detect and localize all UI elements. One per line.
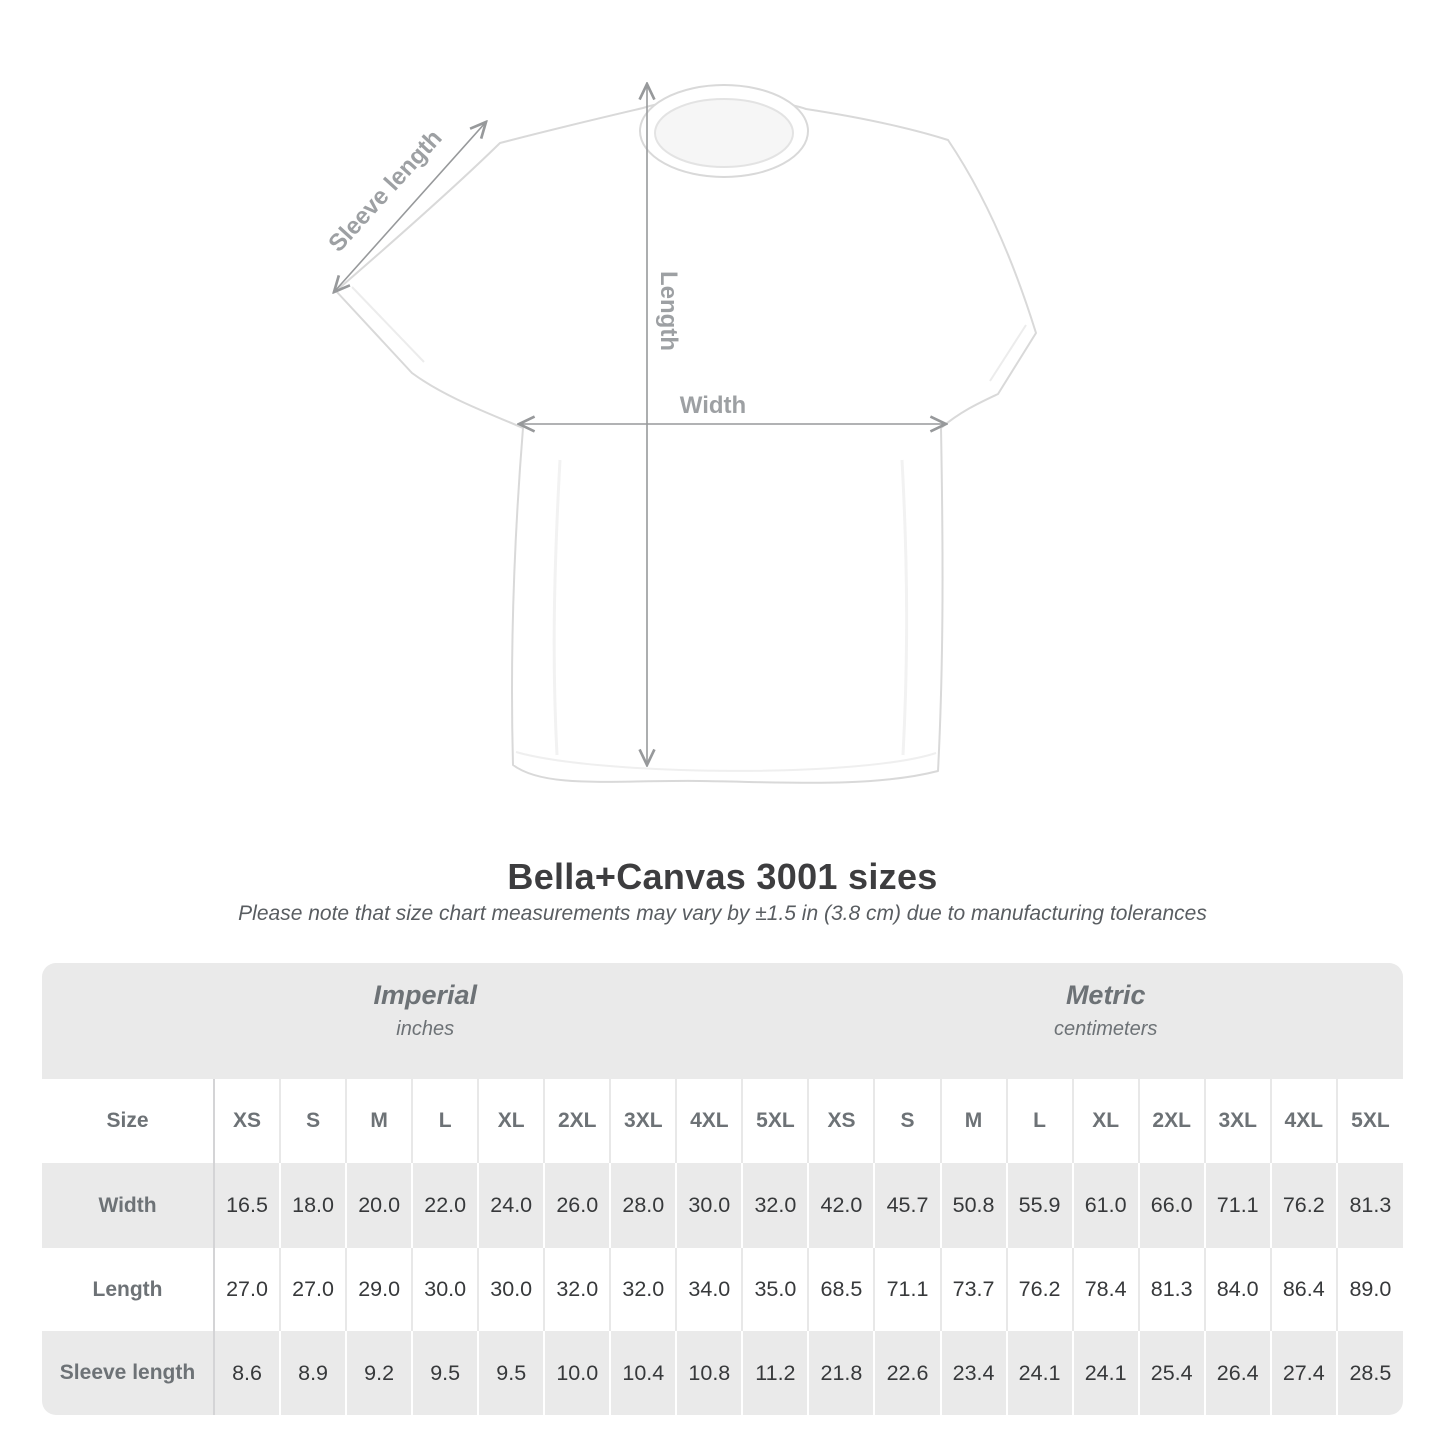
value-cell-imperial: 20.0 [345, 1163, 413, 1248]
unit-section-metric: Metric centimeters [808, 963, 1403, 1079]
tshirt-illustration [335, 84, 1037, 784]
tshirt-measurement-diagram: Sleeve length Length Width [323, 0, 1037, 784]
value-cell-metric: 23.4 [939, 1331, 1007, 1415]
value-cell-imperial: 10.0 [543, 1331, 611, 1415]
unit-subtitle: centimeters [1054, 1018, 1158, 1041]
value-cell-metric: 81.3 [1335, 1163, 1403, 1248]
value-cell-imperial: 30.0 [675, 1163, 743, 1248]
value-cell-imperial: 26.0 [543, 1163, 611, 1248]
width-label: Width [680, 392, 746, 419]
row-label: Width [42, 1163, 214, 1248]
value-cell-metric: 25.4 [1137, 1331, 1205, 1415]
size-header-imperial-2xl: 2XL [543, 1079, 611, 1163]
size-header-imperial-s: S [279, 1079, 347, 1163]
tolerance-note: Please note that size chart measurements… [238, 902, 1207, 925]
value-cell-imperial: 9.5 [411, 1331, 479, 1415]
value-cell-imperial: 9.2 [345, 1331, 413, 1415]
value-cell-imperial: 28.0 [609, 1163, 677, 1248]
row-label: Sleeve length [42, 1331, 214, 1415]
value-cell-imperial: 27.0 [212, 1248, 281, 1331]
size-header-imperial-5xl: 5XL [741, 1079, 809, 1163]
value-cell-metric: 27.4 [1269, 1331, 1337, 1415]
row-label: Length [42, 1248, 214, 1331]
size-header-metric-s: S [873, 1079, 941, 1163]
value-cell-imperial: 32.0 [741, 1163, 809, 1248]
value-cell-metric: 66.0 [1137, 1163, 1205, 1248]
unit-subtitle: inches [396, 1018, 455, 1041]
value-cell-imperial: 18.0 [279, 1163, 347, 1248]
value-cell-metric: 50.8 [939, 1163, 1007, 1248]
value-cell-metric: 89.0 [1335, 1248, 1403, 1331]
page-title: Bella+Canvas 3001 sizes [507, 856, 938, 897]
size-header-imperial-4xl: 4XL [675, 1079, 743, 1163]
value-cell-metric: 76.2 [1005, 1248, 1073, 1331]
size-header-metric-l: L [1005, 1079, 1073, 1163]
value-cell-imperial: 8.6 [212, 1331, 281, 1415]
unit-section-imperial: Imperial inches [42, 963, 809, 1079]
value-cell-metric: 26.4 [1203, 1331, 1271, 1415]
value-cell-metric: 76.2 [1269, 1163, 1337, 1248]
value-cell-imperial: 11.2 [741, 1331, 809, 1415]
value-cell-imperial: 16.5 [212, 1163, 281, 1248]
length-label: Length [655, 271, 682, 351]
value-cell-metric: 78.4 [1071, 1248, 1139, 1331]
size-header-imperial-xs: XS [212, 1079, 281, 1163]
size-header-metric-xs: XS [807, 1079, 875, 1163]
collar [639, 84, 809, 178]
value-cell-imperial: 30.0 [477, 1248, 545, 1331]
value-cell-imperial: 34.0 [675, 1248, 743, 1331]
value-cell-imperial: 29.0 [345, 1248, 413, 1331]
value-cell-metric: 68.5 [807, 1248, 875, 1331]
value-cell-imperial: 24.0 [477, 1163, 545, 1248]
value-cell-metric: 71.1 [873, 1248, 941, 1331]
value-cell-metric: 61.0 [1071, 1163, 1139, 1248]
value-cell-metric: 22.6 [873, 1331, 941, 1415]
value-cell-metric: 84.0 [1203, 1248, 1271, 1331]
value-cell-imperial: 10.8 [675, 1331, 743, 1415]
value-cell-metric: 42.0 [807, 1163, 875, 1248]
size-header-imperial-m: M [345, 1079, 413, 1163]
size-table-container: Imperial inches Metric centimeters Size XS S M L… [42, 963, 1403, 1415]
value-cell-imperial: 22.0 [411, 1163, 479, 1248]
size-header-metric-m: M [939, 1079, 1007, 1163]
value-cell-metric: 86.4 [1269, 1248, 1337, 1331]
value-cell-metric: 73.7 [939, 1248, 1007, 1331]
value-cell-metric: 24.1 [1071, 1331, 1139, 1415]
value-cell-metric: 21.8 [807, 1331, 875, 1415]
size-header-imperial-3xl: 3XL [609, 1079, 677, 1163]
unit-title: Imperial [373, 980, 477, 1010]
value-cell-metric: 55.9 [1005, 1163, 1073, 1248]
size-header-metric-5xl: 5XL [1335, 1079, 1403, 1163]
table-row-length: Length 27.0 27.0 29.0 30.0 30.0 32.0 32.0 34.0 35… [42, 1248, 1403, 1331]
value-cell-metric: 71.1 [1203, 1163, 1271, 1248]
value-cell-imperial: 32.0 [543, 1248, 611, 1331]
sleeve-length-arrow [334, 122, 486, 292]
measurement-arrows [334, 84, 946, 765]
table-row-width: Width 16.5 18.0 20.0 22.0 24.0 26.0 28.0 30.0 32.… [42, 1163, 1403, 1248]
size-column-label: Size [42, 1079, 214, 1163]
value-cell-imperial: 9.5 [477, 1331, 545, 1415]
value-cell-metric: 81.3 [1137, 1248, 1205, 1331]
value-cell-metric: 24.1 [1005, 1331, 1073, 1415]
value-cell-imperial: 32.0 [609, 1248, 677, 1331]
value-cell-imperial: 8.9 [279, 1331, 347, 1415]
table-row-sleeve-length: Sleeve length 8.6 8.9 9.2 9.5 9.5 10.0 10.4 10.8… [42, 1331, 1403, 1415]
size-header-metric-xl: XL [1071, 1079, 1139, 1163]
size-header-metric-3xl: 3XL [1203, 1079, 1271, 1163]
value-cell-imperial: 30.0 [411, 1248, 479, 1331]
value-cell-imperial: 27.0 [279, 1248, 347, 1331]
value-cell-metric: 28.5 [1335, 1331, 1403, 1415]
size-header-metric-4xl: 4XL [1269, 1079, 1337, 1163]
unit-title: Metric [1065, 980, 1146, 1010]
size-header-imperial-xl: XL [477, 1079, 545, 1163]
value-cell-imperial: 35.0 [741, 1248, 809, 1331]
size-header-imperial-l: L [411, 1079, 479, 1163]
size-table: Imperial inches Metric centimeters Size XS S M L… [42, 963, 1403, 1415]
size-header-metric-2xl: 2XL [1137, 1079, 1205, 1163]
value-cell-imperial: 10.4 [609, 1331, 677, 1415]
value-cell-metric: 45.7 [873, 1163, 941, 1248]
